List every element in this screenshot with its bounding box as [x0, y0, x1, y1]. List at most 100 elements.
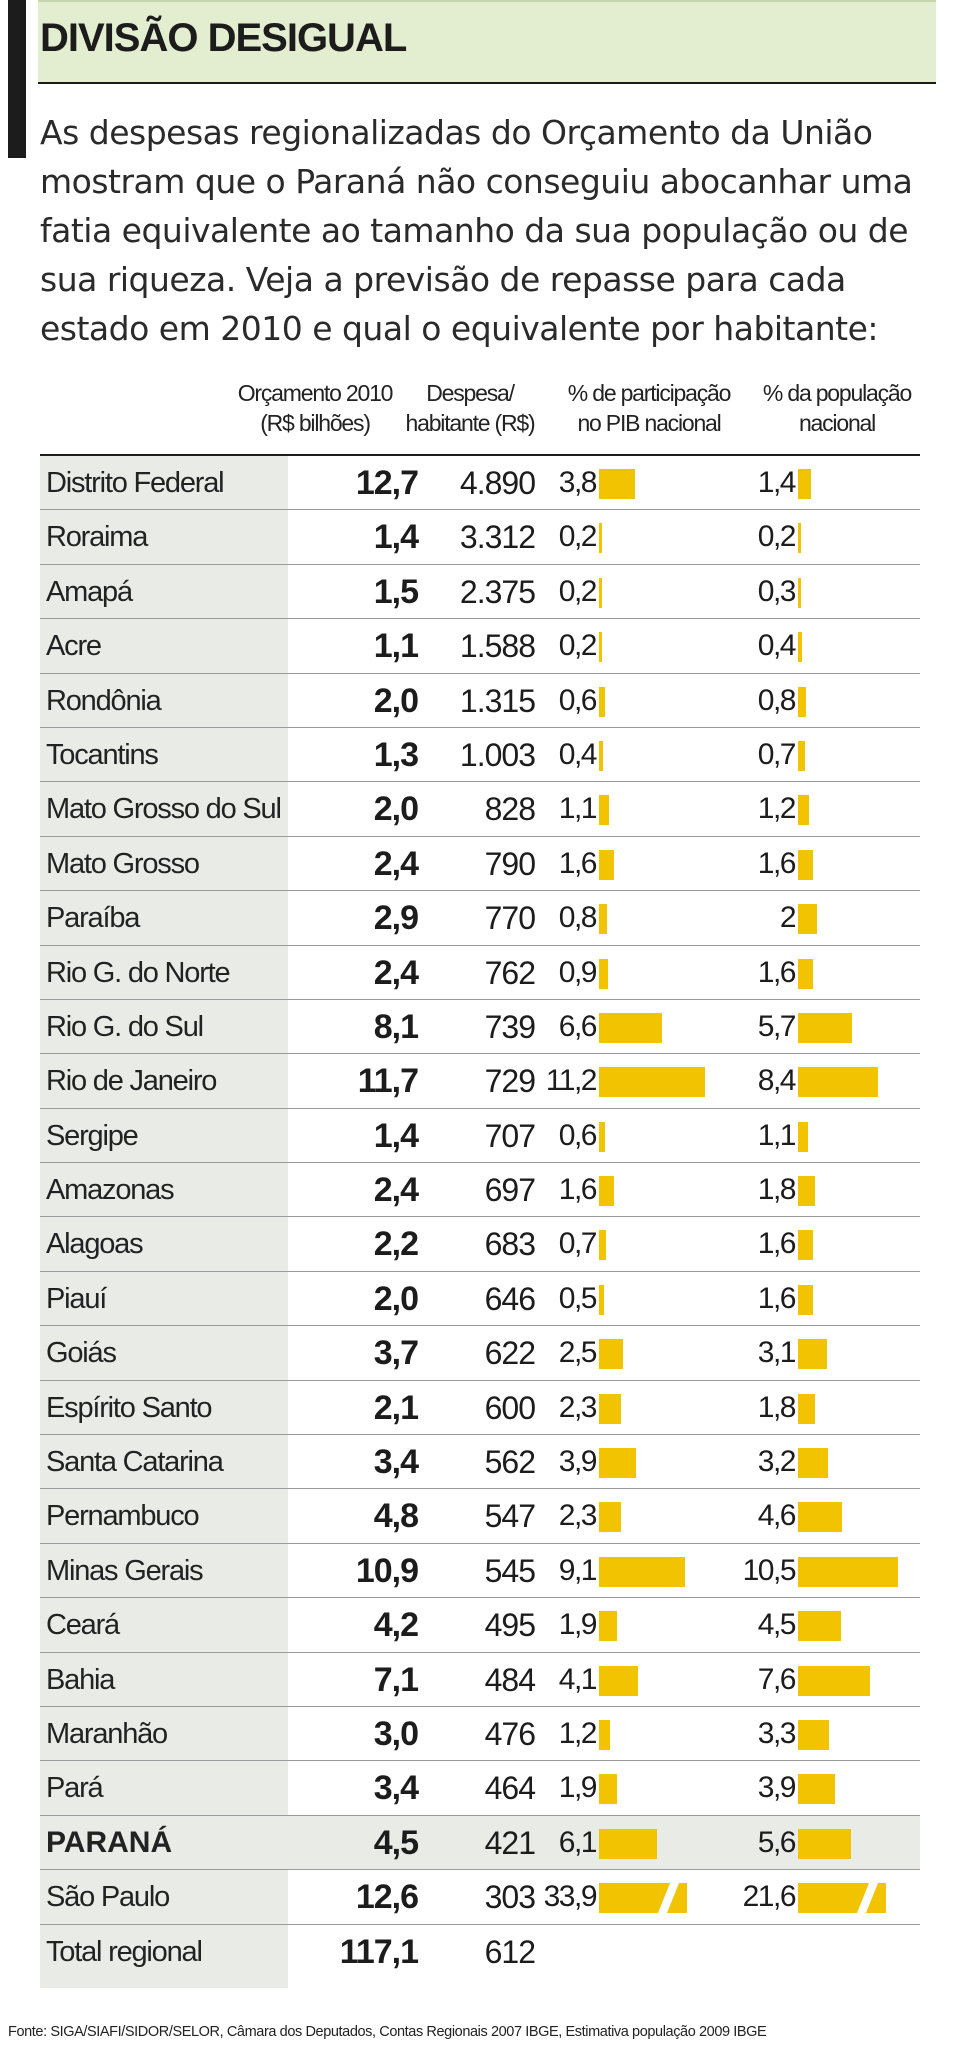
orcamento-value: 2,4: [373, 844, 419, 883]
pib-value: 0,5: [558, 1281, 598, 1315]
pop-value: 3,3: [757, 1716, 797, 1750]
pib-bar: [599, 1828, 657, 1859]
despesa-value: 303: [484, 1879, 536, 1916]
pop-value: 1,4: [757, 466, 797, 499]
orcamento-value: 117,1: [339, 1932, 419, 1971]
pop-bar: [798, 577, 801, 608]
state-name: Rio de Janeiro: [46, 1065, 217, 1098]
orcamento-value: 8,1: [373, 1007, 419, 1046]
orcamento-value: 1,5: [373, 572, 419, 611]
table-row: Pará 3,4 464 1,9 3,9: [40, 1761, 920, 1816]
pop-bar: [798, 1339, 828, 1370]
despesa-value: 562: [484, 1444, 536, 1481]
pib-value: 2,5: [558, 1336, 598, 1370]
pib-bar: [599, 686, 605, 717]
pib-value: 9,1: [558, 1553, 598, 1587]
header-pop: % da população nacional: [752, 378, 922, 438]
orcamento-value: 12,7: [355, 464, 419, 502]
data-table: Distrito Federal 12,7 4.890 3,8 1,4 Roraima 1,…: [40, 456, 920, 1979]
table-row: Espírito Santo 2,1 600 2,3 1,8: [40, 1381, 920, 1436]
pop-value: 8,4: [757, 1064, 797, 1098]
pop-value: 0,8: [757, 683, 797, 717]
pop-value: 1,2: [757, 792, 797, 826]
pop-bar: [798, 1393, 816, 1424]
state-name: Amazonas: [46, 1174, 175, 1207]
source-note: Fonte: SIGA/SIAFI/SIDOR/SELOR, Câmara do…: [8, 2024, 767, 2040]
table-row: Amapá 1,5 2.375 0,2 0,3: [40, 565, 920, 620]
pop-bar: [798, 740, 805, 771]
state-name: Minas Gerais: [46, 1554, 204, 1587]
pib-value: 2,3: [558, 1499, 598, 1533]
orcamento-value: 3,0: [373, 1714, 419, 1753]
state-name: Rio G. do Norte: [46, 956, 231, 989]
title-rule: [38, 82, 936, 84]
pib-bar: [599, 1121, 605, 1152]
orcamento-value: 1,1: [373, 627, 419, 666]
intro-text: As despesas regionalizadas do Orçamento …: [40, 113, 913, 348]
despesa-value: 828: [484, 791, 536, 828]
pop-value: 4,5: [757, 1608, 797, 1642]
orcamento-value: 3,7: [373, 1334, 419, 1373]
pop-value: 3,1: [757, 1336, 797, 1370]
pib-value: 11,2: [545, 1064, 598, 1098]
state-name: Alagoas: [46, 1228, 144, 1261]
table-row: Alagoas 2,2 683 0,7 1,6: [40, 1217, 920, 1272]
table-row: Tocantins 1,3 1.003 0,4 0,7: [40, 728, 920, 783]
despesa-value: 729: [484, 1063, 536, 1100]
state-name: Mato Grosso do Sul: [46, 793, 282, 826]
pib-bar: [599, 740, 603, 771]
pop-bar: [798, 1448, 829, 1479]
table-row: Pernambuco 4,8 547 2,3 4,6: [40, 1489, 920, 1544]
orcamento-value: 2,4: [373, 1171, 419, 1210]
pop-value: 0,7: [757, 737, 797, 771]
table-row: Santa Catarina 3,4 562 3,9 3,2: [40, 1435, 920, 1490]
pib-value: 1,6: [558, 846, 598, 880]
pib-value: 1,1: [558, 792, 598, 826]
state-name: Total regional: [46, 1935, 203, 1968]
orcamento-value: 1,4: [373, 518, 419, 557]
pop-value: 3,2: [757, 1445, 797, 1479]
table-row: Goiás 3,7 622 2,5 3,1: [40, 1326, 920, 1381]
state-name: Pará: [46, 1772, 104, 1805]
state-name: Paraíba: [46, 902, 140, 935]
table-row: Piauí 2,0 646 0,5 1,6: [40, 1272, 920, 1327]
despesa-value: 770: [484, 900, 536, 937]
orcamento-value: 2,2: [373, 1225, 419, 1264]
pib-value: 0,2: [558, 629, 598, 663]
despesa-value: 421: [484, 1824, 536, 1861]
pop-value: 1,8: [757, 1390, 797, 1424]
orcamento-value: 7,1: [373, 1660, 419, 1699]
despesa-value: 4.890: [459, 465, 536, 501]
pib-bar: [599, 1502, 621, 1533]
state-name: Rondônia: [46, 684, 162, 717]
pib-bar: [599, 1176, 615, 1207]
orcamento-value: 2,0: [373, 790, 419, 829]
pop-bar: [798, 632, 802, 663]
pib-value: 33,9: [543, 1880, 598, 1914]
despesa-value: 484: [484, 1661, 536, 1698]
pib-value: 1,9: [558, 1771, 598, 1805]
pib-value: 0,4: [558, 737, 598, 771]
pib-bar: [599, 1665, 638, 1696]
pop-bar: [798, 1121, 809, 1152]
orcamento-value: 2,4: [373, 953, 419, 992]
pop-bar: [798, 1012, 853, 1043]
pop-bar: [798, 1556, 898, 1587]
title-banner: [38, 0, 936, 82]
pop-value: 0,2: [757, 520, 797, 554]
pop-bar: [798, 686, 806, 717]
orcamento-value: 4,2: [373, 1606, 419, 1645]
pop-bar: [798, 1828, 852, 1859]
header-pib-line2: no PIB nacional: [577, 410, 721, 436]
pib-value: 6,6: [558, 1009, 598, 1043]
table-row: Distrito Federal 12,7 4.890 3,8 1,4: [40, 456, 920, 511]
state-name: Santa Catarina: [46, 1446, 224, 1479]
pop-bar: [798, 904, 817, 935]
pib-bar: [599, 1611, 618, 1642]
pib-value: 3,8: [558, 466, 598, 499]
state-name: Piauí: [46, 1282, 107, 1315]
header-despesa-line2: habitante (R$): [405, 410, 536, 436]
orcamento-value: 3,4: [373, 1769, 419, 1808]
table-row: Paraíba 2,9 770 0,8 2: [40, 891, 920, 946]
pop-bar: [798, 1774, 836, 1805]
